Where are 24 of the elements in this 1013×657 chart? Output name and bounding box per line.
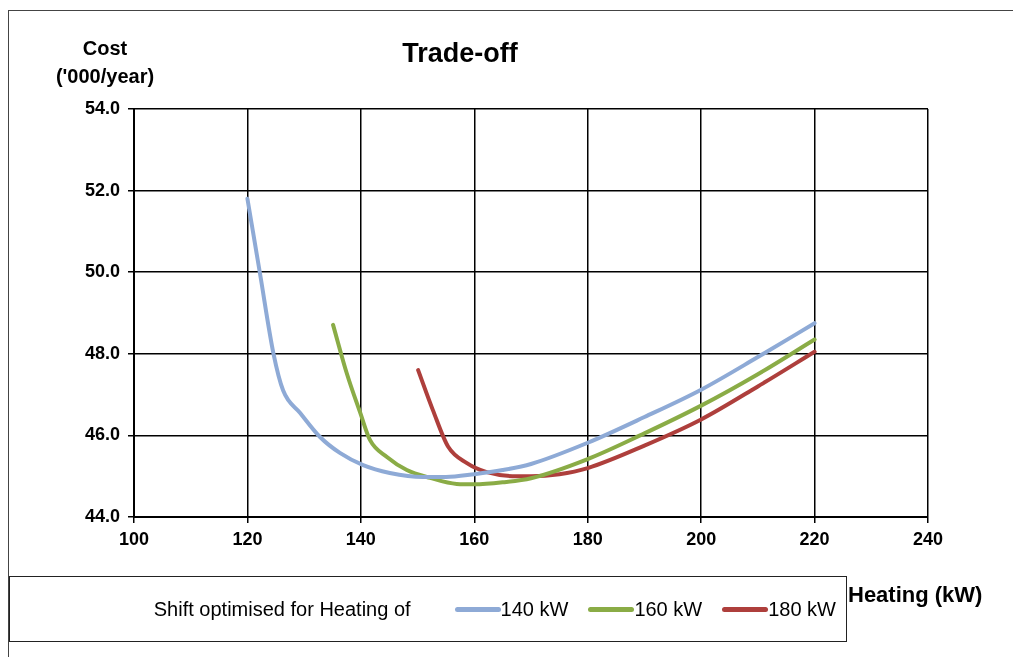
line-series <box>245 196 817 480</box>
y-tick-label: 52.0 <box>84 179 120 200</box>
line-series <box>416 349 817 479</box>
x-tick-label: 140 <box>345 528 376 549</box>
y-tick-label: 54.0 <box>84 97 120 118</box>
legend-label: 160 kW <box>634 597 703 621</box>
x-tick-label: 220 <box>799 528 830 549</box>
line-series <box>331 322 817 487</box>
y-tick-label: 46.0 <box>84 424 120 445</box>
legend-title: Shift optimised for Heating of <box>153 597 411 621</box>
x-tick-label: 100 <box>118 528 150 549</box>
x-tick-label: 240 <box>912 528 944 549</box>
legend-label: 140 kW <box>500 597 569 621</box>
y-axis-title: Cost ('000/year) <box>54 36 156 89</box>
legend-label: 180 kW <box>768 597 836 621</box>
x-tick-label: 160 <box>459 528 490 549</box>
y-tick-label: 48.0 <box>84 342 120 363</box>
x-tick-label: 200 <box>686 528 717 549</box>
y-tick-label: 50.0 <box>84 261 120 282</box>
y-tick-label: 44.0 <box>84 505 120 526</box>
x-axis-title: Heating (kW) <box>848 582 983 608</box>
x-tick-label: 180 <box>572 528 603 549</box>
x-tick-label: 120 <box>232 528 263 549</box>
chart-title: Trade-off <box>401 38 519 69</box>
